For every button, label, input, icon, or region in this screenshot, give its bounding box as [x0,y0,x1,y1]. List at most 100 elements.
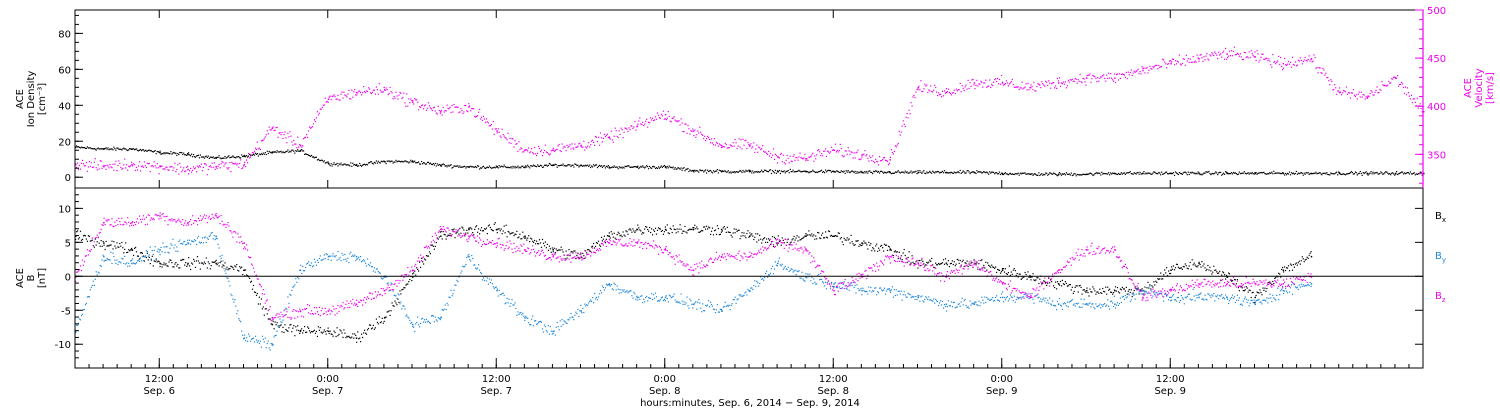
data-point [970,171,972,174]
data-point [216,238,218,240]
data-point [1363,172,1365,175]
data-point [1114,289,1116,292]
data-point [82,163,85,165]
data-point [1105,173,1107,175]
data-point [626,290,628,292]
data-point [751,172,753,174]
data-point [641,295,643,297]
data-point [900,131,902,133]
data-point [820,155,822,157]
data-point [657,227,660,229]
data-point [537,152,539,154]
data-point [363,163,365,166]
data-point [82,235,85,237]
data-point [179,267,181,269]
data-point [1196,266,1198,268]
data-point [239,162,241,165]
data-point [868,241,870,243]
data-point [826,281,829,283]
data-point [127,169,129,171]
data-point [542,166,545,168]
data-point [1030,84,1032,86]
data-point [547,249,549,251]
data-point [342,254,344,256]
data-point [570,165,572,168]
data-point [142,255,144,257]
data-point [886,160,889,162]
data-point [212,238,214,240]
data-point [946,172,948,174]
data-point [626,128,628,130]
data-point [363,259,365,261]
data-point [1020,173,1022,175]
data-point [720,231,722,233]
data-point [1092,74,1094,77]
data-point [1017,172,1019,174]
data-point [510,166,512,168]
data-point [234,299,236,301]
data-point [698,132,700,134]
data-point [229,268,231,270]
data-point [167,152,169,154]
data-point [1177,173,1179,176]
data-point [578,257,580,259]
data-point [814,155,816,157]
data-point [317,114,319,116]
data-point [851,241,853,243]
data-point [655,118,658,120]
data-point [409,319,411,321]
data-point [825,155,828,157]
data-point [1285,269,1287,272]
data-point [187,168,189,171]
data-point [863,153,865,155]
data-point [719,308,721,310]
data-point [1070,289,1072,291]
data-point [376,268,378,270]
data-point [749,170,751,173]
data-point [900,255,902,257]
data-point [959,82,961,84]
data-point [344,163,346,165]
data-point [263,314,265,316]
data-point [143,161,145,163]
data-point [1409,98,1411,100]
data-point [550,164,552,166]
data-point [159,150,161,152]
data-point [1125,286,1127,288]
data-point [1091,78,1093,80]
data-point [998,171,1001,173]
data-point [468,166,470,168]
data-point [927,172,929,174]
data-point [199,166,201,168]
data-point [365,90,368,92]
data-point [681,169,683,171]
data-point [812,169,814,171]
data-point [352,162,354,164]
data-point [841,287,843,289]
data-point [728,147,730,149]
data-point [215,259,217,261]
data-point [256,141,258,143]
data-point [120,245,122,247]
data-point [77,230,79,232]
data-point [725,144,727,146]
data-point [715,309,718,311]
top-series-0 [75,145,1425,177]
data-point [570,148,572,150]
data-point [1038,83,1040,86]
data-point [783,242,785,244]
data-point [652,298,654,300]
data-point [529,241,531,243]
data-point [440,231,442,233]
data-point [259,154,261,156]
data-point [309,155,312,157]
data-point [126,149,128,151]
data-point [213,162,215,164]
data-point [692,227,694,229]
data-point [533,325,535,327]
data-point [474,264,476,266]
data-point [208,166,210,168]
data-point [98,148,100,150]
data-point [843,281,845,283]
data-point [1157,68,1159,70]
